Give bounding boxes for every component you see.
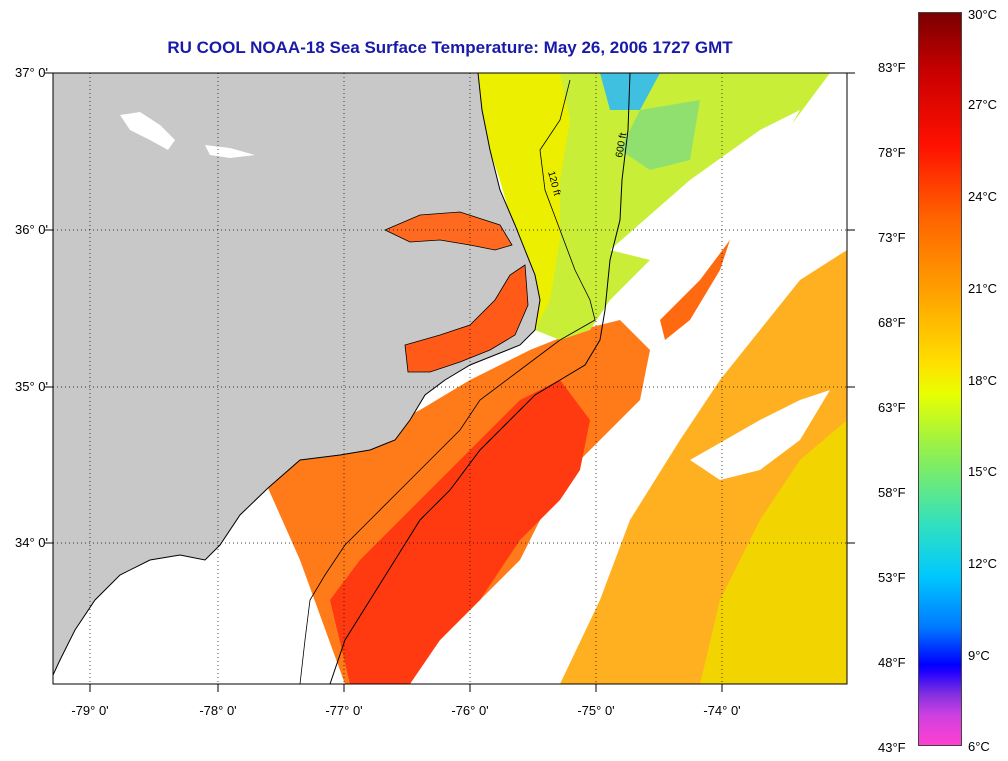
colorbar-f-label: 53°F [878,570,906,585]
sst-yellow-shelf [478,73,570,330]
colorbar-c-label: 9°C [968,648,990,663]
temperature-colorbar [918,12,962,746]
map-frame [52,72,848,685]
colorbar-c-label: 18°C [968,373,998,388]
colorbar-f-label: 48°F [878,655,906,670]
lat-label-37: 37° 0' [15,65,48,80]
lake-2 [205,145,255,158]
colorbar-f-label: 63°F [878,400,906,415]
isobath-label-600ft: 600 ft [614,132,629,159]
colorbar-c-label: 15°C [968,464,998,479]
colorbar-c-label: 21°C [968,281,998,296]
colorbar-f-label: 43°F [878,740,906,755]
albemarle-sound [384,211,513,251]
colorbar-f-label: 78°F [878,145,906,160]
graticule [53,73,847,684]
colorbar-c-label: 27°C [968,97,998,112]
map-title: RU COOL NOAA-18 Sea Surface Temperature:… [167,38,733,57]
colorbar-c-label: 30°C [968,7,998,22]
sst-offshore-patch [660,240,730,340]
lat-label-34: 34° 0' [15,535,48,550]
colorbar-c-label: 12°C [968,556,998,571]
cloud-gap [690,390,830,480]
sst-offshore-yellow [700,420,847,684]
lon-label-74: -74° 0' [703,703,741,718]
sst-hot-core [330,380,590,684]
lon-label-76: -76° 0' [451,703,489,718]
colorbar-f-label: 58°F [878,485,906,500]
colorbar-c-label: 24°C [968,189,998,204]
colorbar-f-label: 68°F [878,315,906,330]
isobath-600ft [329,73,631,684]
colorbar-f-label: 83°F [878,60,906,75]
sst-green-patch [620,100,700,170]
lon-label-78: -78° 0' [199,703,237,718]
lake [120,112,175,150]
sst-cold-patch [600,73,660,110]
lon-label-75: -75° 0' [577,703,615,718]
colorbar-c-label: 6°C [968,739,990,754]
axis-ticks [45,72,855,692]
isobath-120ft [299,79,596,684]
lat-label-35: 35° 0' [15,379,48,394]
colorbar-f-label: 73°F [878,230,906,245]
lon-label-77: -77° 0' [325,703,363,718]
lon-label-79: -79° 0' [71,703,109,718]
cloud-gap-2 [610,110,800,260]
lat-label-36: 36° 0' [15,222,48,237]
